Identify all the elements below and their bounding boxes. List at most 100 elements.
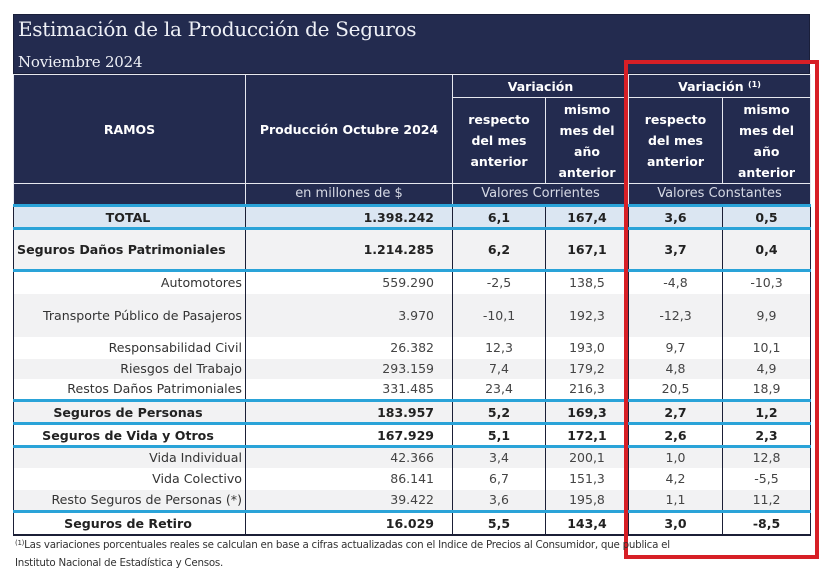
- cell-corr-mes: 3,4: [452, 445, 546, 468]
- table-row: Seguros de Personas 183.957 5,2 169,3 2,7 1,2: [13, 399, 811, 424]
- unit-corrientes: Valores Corrientes: [452, 183, 629, 206]
- row-name: Restos Daños Patrimoniales: [13, 378, 246, 401]
- cell-const-ano: -5,5: [722, 467, 811, 490]
- cell-const-ano: 2,3: [722, 422, 811, 447]
- table-row: Resto Seguros de Personas (*) 39.422 3,6 19…: [13, 489, 811, 512]
- table-row: Responsabilidad Civil 26.382 12,3 193,0 9,7 1…: [13, 336, 811, 359]
- cell-corr-mes: 5,1: [452, 422, 546, 447]
- cell-const-mes: 2,7: [628, 399, 723, 424]
- cell-corr-ano: 200,1: [545, 445, 629, 468]
- footnote-line1: Las variaciones porcentuales reales se c…: [24, 539, 670, 551]
- cell-produccion: 183.957: [245, 399, 453, 424]
- cell-corr-mes: 6,7: [452, 467, 546, 490]
- cell-corr-mes: -10,1: [452, 293, 546, 337]
- cell-corr-ano: 151,3: [545, 467, 629, 490]
- cell-corr-mes: 5,5: [452, 510, 546, 536]
- table-row: Transporte Público de Pasajeros 3.970 -10,…: [13, 293, 811, 337]
- col-header-corr-ano: mismo mes del año anterior: [545, 97, 629, 184]
- cell-produccion: 3.970: [245, 293, 453, 337]
- cell-const-mes: 20,5: [628, 378, 723, 401]
- cell-produccion: 16.029: [245, 510, 453, 536]
- cell-const-mes: 4,8: [628, 358, 723, 379]
- row-name: Resto Seguros de Personas (*): [13, 489, 246, 512]
- cell-produccion: 86.141: [245, 467, 453, 490]
- page-title: Estimación de la Producción de Seguros: [18, 17, 417, 41]
- cell-produccion: 293.159: [245, 358, 453, 379]
- footnote-line2: Instituto Nacional de Estadística y Cens…: [15, 557, 224, 569]
- cell-corr-ano: 193,0: [545, 336, 629, 359]
- page-subtitle: Noviembre 2024: [18, 53, 143, 71]
- cell-const-mes: 2,6: [628, 422, 723, 447]
- cell-const-ano: 10,1: [722, 336, 811, 359]
- row-name: Transporte Público de Pasajeros: [13, 293, 246, 337]
- row-name: Seguros de Retiro: [13, 510, 246, 536]
- row-name: Responsabilidad Civil: [13, 336, 246, 359]
- col-header-variacion-constantes: Variación (1): [628, 74, 811, 98]
- col-header-const-ano: mismo mes del año anterior: [722, 97, 811, 184]
- cell-const-ano: -10,3: [722, 269, 811, 294]
- table-row: Vida Individual 42.366 3,4 200,1 1,0 12,8: [13, 445, 811, 468]
- col-header-variacion-corrientes: Variación: [452, 74, 629, 98]
- cell-produccion: 331.485: [245, 378, 453, 401]
- col-header-corr-mes: respecto del mes anterior: [452, 97, 546, 184]
- table-row: Riesgos del Trabajo 293.159 7,4 179,2 4,8 4,9: [13, 358, 811, 379]
- col-header-produccion: Producción Octubre 2024: [245, 74, 453, 184]
- cell-corr-ano: 216,3: [545, 378, 629, 401]
- cell-corr-mes: 7,4: [452, 358, 546, 379]
- row-name: Seguros de Vida y Otros: [13, 422, 246, 447]
- row-name: Vida Individual: [13, 445, 246, 468]
- table-row: Seguros Daños Patrimoniales 1.214.285 6,2 1…: [13, 227, 811, 271]
- cell-corr-ano: 169,3: [545, 399, 629, 424]
- table-row: Seguros de Retiro 16.029 5,5 143,4 3,0 -8,5: [13, 510, 811, 536]
- cell-produccion: 39.422: [245, 489, 453, 512]
- cell-corr-mes: -2,5: [452, 269, 546, 294]
- cell-const-mes: 3,0: [628, 510, 723, 536]
- row-name: Seguros Daños Patrimoniales: [13, 227, 246, 271]
- cell-produccion: 167.929: [245, 422, 453, 447]
- cell-corr-mes: 5,2: [452, 399, 546, 424]
- row-name: Riesgos del Trabajo: [13, 358, 246, 379]
- cell-const-ano: 18,9: [722, 378, 811, 401]
- cell-const-ano: 0,4: [722, 227, 811, 271]
- col-header-ramos: RAMOS: [13, 74, 246, 184]
- cell-corr-mes: 6,2: [452, 227, 546, 271]
- row-name: Automotores: [13, 269, 246, 294]
- cell-corr-ano: 138,5: [545, 269, 629, 294]
- col-header-const-mes: respecto del mes anterior: [628, 97, 723, 184]
- cell-const-mes: 4,2: [628, 467, 723, 490]
- cell-const-mes: 1,1: [628, 489, 723, 512]
- cell-corr-ano: 167,4: [545, 204, 629, 229]
- cell-produccion: 1.398.242: [245, 204, 453, 229]
- table-row: TOTAL 1.398.242 6,1 167,4 3,6 0,5: [13, 204, 811, 229]
- cell-corr-mes: 6,1: [452, 204, 546, 229]
- cell-corr-ano: 192,3: [545, 293, 629, 337]
- table-body: TOTAL 1.398.242 6,1 167,4 3,6 0,5 Seguros Daño…: [13, 204, 811, 536]
- cell-const-ano: 4,9: [722, 358, 811, 379]
- cell-const-ano: 9,9: [722, 293, 811, 337]
- row-name: Vida Colectivo: [13, 467, 246, 490]
- table-row: Automotores 559.290 -2,5 138,5 -4,8 -10,3: [13, 269, 811, 294]
- cell-corr-mes: 12,3: [452, 336, 546, 359]
- cell-corr-mes: 3,6: [452, 489, 546, 512]
- cell-const-mes: 9,7: [628, 336, 723, 359]
- cell-produccion: 559.290: [245, 269, 453, 294]
- cell-corr-ano: 172,1: [545, 422, 629, 447]
- cell-const-ano: 1,2: [722, 399, 811, 424]
- title-bar: Estimación de la Producción de Seguros N…: [13, 14, 810, 74]
- footnote: (1)Las variaciones porcentuales reales s…: [15, 536, 815, 572]
- cell-const-mes: -4,8: [628, 269, 723, 294]
- table-row: Restos Daños Patrimoniales 331.485 23,4 216…: [13, 378, 811, 401]
- production-table-container: Estimación de la Producción de Seguros N…: [13, 14, 811, 536]
- cell-const-mes: 3,6: [628, 204, 723, 229]
- cell-corr-ano: 179,2: [545, 358, 629, 379]
- cell-produccion: 26.382: [245, 336, 453, 359]
- cell-const-mes: 3,7: [628, 227, 723, 271]
- cell-const-ano: 12,8: [722, 445, 811, 468]
- cell-const-mes: 1,0: [628, 445, 723, 468]
- cell-const-ano: 11,2: [722, 489, 811, 512]
- variacion-label: Variación: [678, 78, 744, 94]
- cell-const-mes: -12,3: [628, 293, 723, 337]
- cell-corr-ano: 167,1: [545, 227, 629, 271]
- row-name: TOTAL: [13, 204, 246, 229]
- cell-const-ano: -8,5: [722, 510, 811, 536]
